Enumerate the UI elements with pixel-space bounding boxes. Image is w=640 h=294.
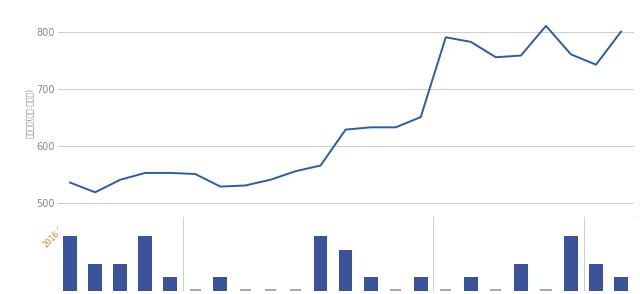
Bar [564,236,578,291]
Bar [290,289,301,291]
Bar [490,289,502,291]
Bar [514,263,528,291]
Bar [63,236,77,291]
Y-axis label: 거래금액(단위:백만원): 거래금액(단위:백만원) [24,88,33,138]
Bar [364,277,378,291]
Bar [314,236,328,291]
Bar [88,263,102,291]
Bar [214,277,227,291]
Bar [464,277,477,291]
Bar [189,289,201,291]
Bar [240,289,251,291]
Bar [440,289,451,291]
Bar [540,289,552,291]
Bar [265,289,276,291]
Bar [414,277,428,291]
Bar [339,250,353,291]
Bar [138,236,152,291]
Bar [390,289,401,291]
Bar [589,263,603,291]
Bar [113,263,127,291]
Bar [614,277,628,291]
Bar [163,277,177,291]
